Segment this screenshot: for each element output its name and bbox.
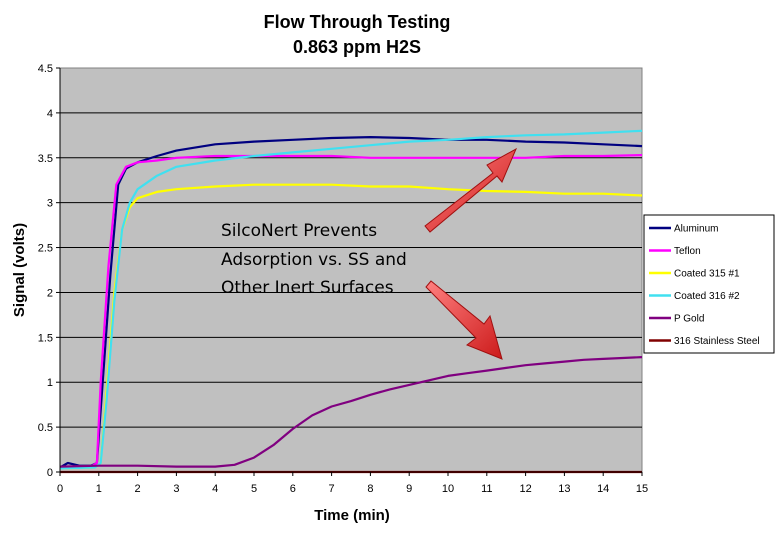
- legend-label: Teflon: [674, 246, 701, 257]
- x-tick-label: 5: [251, 483, 257, 495]
- x-tick-label: 2: [135, 483, 141, 495]
- legend-label: Aluminum: [674, 224, 718, 235]
- y-axis-label: Signal (volts): [11, 223, 28, 317]
- chart-title: Flow Through Testing: [264, 12, 451, 32]
- x-axis-label: Time (min): [314, 507, 390, 524]
- arrow-lower-icon: [425, 280, 503, 360]
- x-tick-label: 15: [636, 483, 648, 495]
- x-tick-label: 9: [406, 483, 412, 495]
- chart-subtitle: 0.863 ppm H2S: [293, 37, 421, 57]
- y-tick-label: 1.5: [38, 332, 53, 344]
- axes: 00.511.522.533.544.50 1 2 3 4 5 6 7 8 9 10 11 12 13 14…: [38, 63, 648, 495]
- x-tick-label: 0: [57, 483, 63, 495]
- x-tick-label: 10: [442, 483, 454, 495]
- annotation-line-2: Adsorption vs. SS and: [221, 250, 407, 270]
- legend-box: [643, 214, 775, 354]
- y-tick-label: 1: [47, 377, 53, 389]
- legend: Aluminum Teflon Coated 315 #1 Coated 316 #2…: [643, 214, 775, 354]
- legend-label: Coated 315 #1: [674, 269, 740, 280]
- annotation-line-1: SilcoNert Prevents: [221, 221, 377, 241]
- y-tick-label: 3.5: [38, 153, 53, 165]
- annotation-line-3: Other Inert Surfaces: [221, 278, 394, 298]
- arrow-upper-icon: [424, 147, 518, 233]
- x-tick-label: 13: [558, 483, 570, 495]
- x-tick-label: 1: [96, 483, 102, 495]
- y-tick-label: 3: [47, 198, 53, 210]
- x-tick-label: 7: [329, 483, 335, 495]
- x-tick-label: 14: [597, 483, 609, 495]
- y-tick-label: 4.5: [38, 63, 53, 75]
- series-line-coated-316-2: [59, 129, 643, 470]
- x-tick-label: 8: [367, 483, 373, 495]
- x-tick-label: 12: [519, 483, 531, 495]
- legend-label: 316 Stainless Steel: [674, 336, 760, 347]
- legend-label: P Gold: [674, 314, 704, 325]
- x-tick-label: 4: [212, 483, 218, 495]
- series-line-p-gold: [59, 356, 643, 468]
- y-tick-label: 0: [47, 467, 53, 479]
- legend-label: Coated 316 #2: [674, 291, 740, 302]
- y-tick-label: 2.5: [38, 243, 53, 255]
- x-tick-label: 3: [173, 483, 179, 495]
- y-tick-label: 2: [47, 287, 53, 299]
- x-tick-label: 11: [481, 483, 492, 495]
- y-tick-label: 4: [47, 108, 53, 120]
- grid-lines: [60, 112, 642, 428]
- x-tick-label: 6: [290, 483, 296, 495]
- y-tick-label: 0.5: [38, 422, 53, 434]
- annotation: SilcoNert Prevents Adsorption vs. SS and…: [221, 147, 518, 360]
- plot-area: [59, 67, 643, 473]
